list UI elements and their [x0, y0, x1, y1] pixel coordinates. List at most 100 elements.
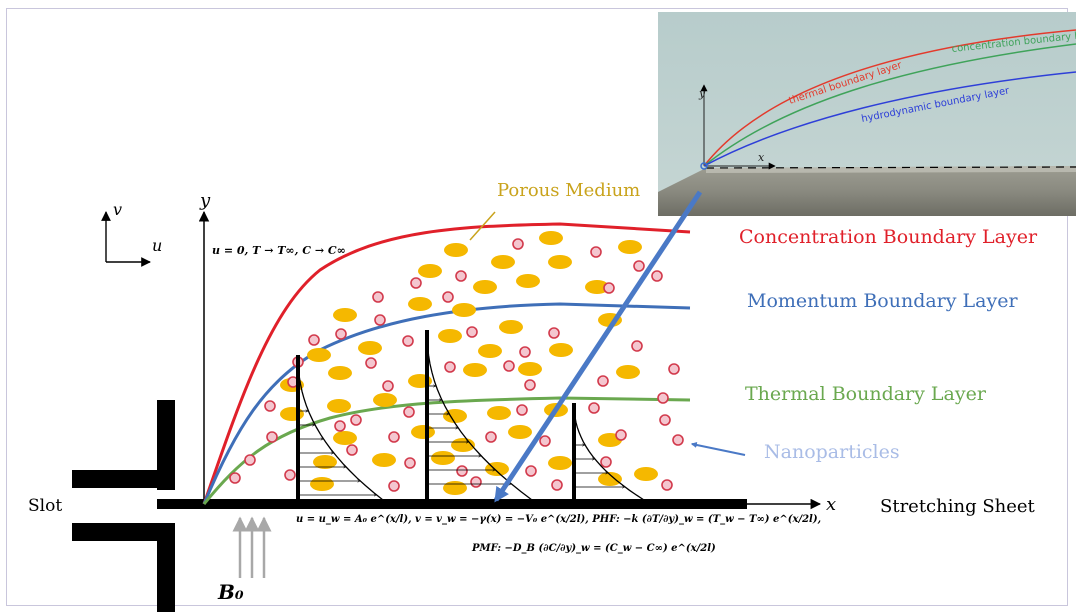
porous-particle: [616, 365, 640, 379]
nanoparticle: [372, 291, 384, 303]
nanoparticle: [631, 340, 643, 352]
nanoparticles: [229, 238, 684, 492]
porous-particle: [634, 467, 658, 481]
porous-particle: [499, 320, 523, 334]
porous-particle: [333, 308, 357, 322]
velocity-v-label: v: [113, 200, 123, 219]
slot-label: Slot: [28, 496, 63, 516]
nanoparticle: [551, 479, 563, 491]
porous-particle: [443, 481, 467, 495]
nanoparticle: [657, 392, 669, 404]
nanoparticle: [668, 363, 680, 375]
porous-particle: [539, 231, 563, 245]
zoom-arrow: [493, 190, 703, 503]
nanoparticle: [350, 414, 362, 426]
porous-particle: [463, 363, 487, 377]
nanoparticle: [403, 406, 415, 418]
momentum-label: Momentum Boundary Layer: [747, 290, 1018, 312]
porous-particle: [473, 280, 497, 294]
porous-particle: [280, 407, 304, 421]
nanoparticle: [346, 444, 358, 456]
porous-particle: [516, 274, 540, 288]
porous-particle: [408, 297, 432, 311]
nanoparticle: [335, 328, 347, 340]
magnetic-field-label: B₀: [218, 580, 244, 604]
thermal-label: Thermal Boundary Layer: [745, 383, 986, 405]
far-field-condition: u = 0, T → T∞, C → C∞: [212, 244, 346, 257]
wall-condition: u = u_w = A₀ e^(x/l), v = v_w = −γ(x) = …: [296, 514, 822, 525]
porous-medium-label: Porous Medium: [497, 180, 641, 201]
nanoparticle: [516, 404, 528, 416]
nanoparticle: [590, 246, 602, 258]
inset-axis-y: y: [698, 87, 706, 100]
axis-y-label: y: [200, 190, 211, 211]
slot-walls: [72, 400, 175, 612]
nanoparticle: [382, 380, 394, 392]
porous-particle: [518, 362, 542, 376]
porous-particle: [438, 329, 462, 343]
nanoparticle: [548, 327, 560, 339]
inset-photo: concentration boundary layer thermal bou…: [658, 12, 1076, 216]
figure-frame: [6, 8, 1068, 606]
nanoparticle: [672, 434, 684, 446]
nanoparticle: [410, 277, 422, 289]
nanoparticle: [470, 476, 482, 488]
nanoparticle: [519, 346, 531, 358]
porous-particle: [310, 477, 334, 491]
nanoparticle: [524, 379, 536, 391]
stretching-sheet-label: Stretching Sheet: [880, 496, 1035, 517]
nanoparticle: [308, 334, 320, 346]
porous-particle: [618, 240, 642, 254]
nanoparticle: [442, 291, 454, 303]
nanoparticle: [456, 465, 468, 477]
porous-particle: [411, 425, 435, 439]
porous-particle: [327, 399, 351, 413]
axis-x-label: x: [826, 494, 837, 515]
nanoparticle: [661, 479, 673, 491]
nanoparticle: [651, 270, 663, 282]
porous-particle: [307, 348, 331, 362]
porous-particle: [358, 341, 382, 355]
velocity-profile: [296, 354, 384, 501]
porous-particles: [280, 231, 658, 495]
nanoparticle: [455, 270, 467, 282]
porous-particle: [491, 255, 515, 269]
nanoparticle: [615, 429, 627, 441]
nanoparticle: [525, 465, 537, 477]
porous-particle: [508, 425, 532, 439]
nanoparticle: [284, 469, 296, 481]
nanoparticle: [512, 238, 524, 250]
porous-particle: [548, 255, 572, 269]
velocity-profile: [572, 402, 645, 501]
inset-axis-x: x: [758, 151, 765, 164]
porous-particle: [333, 431, 357, 445]
nanoparticle: [633, 260, 645, 272]
porous-particle: [478, 344, 502, 358]
porous-particle: [373, 393, 397, 407]
nanoparticle: [388, 431, 400, 443]
nanoparticle: [374, 314, 386, 326]
velocity-profiles: [296, 329, 645, 501]
nanoparticle: [244, 454, 256, 466]
nanoparticle: [264, 400, 276, 412]
concentration-label: Concentration Boundary Layer: [739, 226, 1038, 248]
nanoparticle: [603, 282, 615, 294]
nanoparticle: [466, 326, 478, 338]
nanoparticle: [444, 361, 456, 373]
porous-particle: [418, 264, 442, 278]
magnetic-field-arrows: [232, 516, 272, 578]
concentration-boundary-curve: [202, 222, 691, 505]
pmf-condition: PMF: −D_B (∂C/∂y)_w = (C_w − C∞) e^(x/2l…: [472, 543, 716, 554]
porous-particle: [431, 451, 455, 465]
porous-particle: [444, 243, 468, 257]
porous-particle: [328, 366, 352, 380]
stretching-sheet: [157, 499, 747, 509]
porous-pointer: [469, 211, 496, 241]
velocity-indicator: [101, 211, 151, 267]
porous-particle: [487, 406, 511, 420]
nanoparticles-label: Nanoparticles: [764, 441, 900, 463]
nanoparticle: [388, 480, 400, 492]
nanoparticle: [600, 456, 612, 468]
